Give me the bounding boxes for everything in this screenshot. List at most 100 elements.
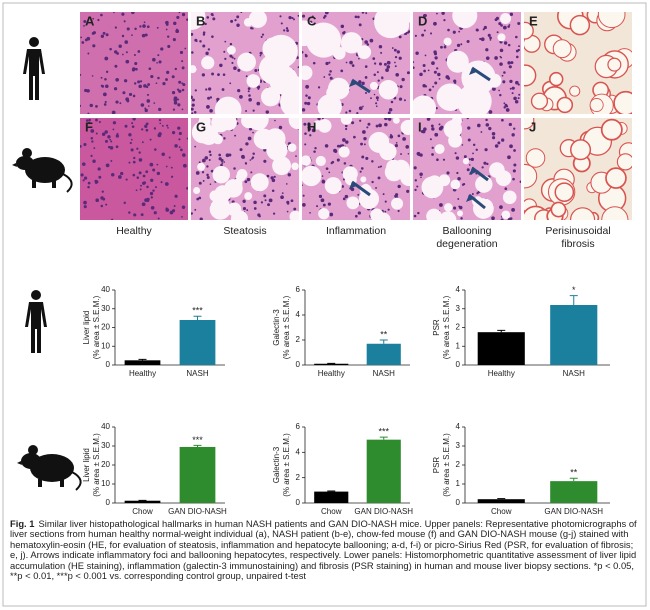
nucleus [229, 42, 233, 46]
nucleus [148, 67, 152, 71]
nucleus [511, 208, 515, 212]
bar [314, 363, 349, 365]
nucleus [340, 69, 344, 73]
nucleus [366, 43, 370, 46]
nucleus [115, 145, 119, 149]
vacuole [358, 188, 380, 210]
nucleus [132, 118, 136, 121]
nucleus [158, 60, 162, 64]
vacuole [244, 192, 253, 201]
nucleus [419, 172, 423, 176]
fat-cell [524, 163, 538, 189]
nucleus [81, 162, 86, 166]
nucleus [507, 25, 510, 28]
nucleus [503, 102, 506, 105]
nucleus [271, 189, 275, 193]
significance: *** [192, 435, 203, 445]
nucleus [361, 12, 365, 14]
nucleus [509, 79, 513, 84]
nucleus [82, 179, 85, 182]
vacuole [193, 186, 201, 195]
nucleus [129, 141, 132, 145]
nucleus [438, 123, 441, 126]
nucleus [170, 175, 174, 178]
human-icon [23, 37, 45, 100]
nucleus [167, 126, 169, 129]
nucleus [139, 80, 143, 83]
nucleus [123, 201, 126, 205]
nucleus [312, 61, 316, 65]
nucleus [431, 146, 434, 149]
nucleus [358, 106, 363, 111]
nucleus [353, 135, 356, 139]
nucleus [402, 137, 406, 141]
nucleus [173, 101, 178, 105]
nucleus [336, 144, 340, 148]
nucleus [166, 70, 170, 74]
x-tick-label: Healthy [318, 369, 345, 378]
error-bar [327, 490, 336, 492]
nucleus [485, 123, 490, 127]
y-axis-label: PSR [432, 319, 441, 336]
nucleus [195, 171, 200, 175]
nucleus [432, 85, 435, 88]
fat-cell [524, 118, 535, 130]
nucleus [153, 102, 156, 104]
nucleus [293, 207, 297, 211]
nucleus [434, 56, 438, 60]
nucleus [95, 105, 98, 108]
nucleus [181, 12, 186, 17]
nucleus [131, 122, 134, 125]
bar [550, 481, 598, 503]
nucleus [231, 56, 234, 59]
nucleus [375, 186, 377, 189]
nucleus [252, 109, 255, 112]
nucleus [209, 96, 213, 99]
vacuole [248, 12, 267, 28]
column-label: Steatosis [223, 225, 267, 237]
nucleus [446, 171, 450, 175]
nucleus [156, 171, 161, 176]
nucleus [363, 136, 367, 141]
vacuole [289, 210, 299, 220]
nucleus [268, 198, 273, 203]
panel-letter: E [529, 13, 538, 28]
nucleus [397, 184, 401, 189]
nucleus [191, 98, 195, 102]
nucleus [173, 204, 176, 207]
nucleus [134, 61, 138, 66]
nucleus [503, 41, 508, 45]
nucleus [343, 31, 346, 34]
nucleus [112, 121, 117, 125]
nucleus [513, 127, 516, 130]
nucleus [91, 75, 94, 77]
y-tick-label: 0 [106, 498, 111, 507]
nucleus [477, 123, 481, 128]
nucleus [365, 156, 369, 160]
x-tick-label: GAN DIO-NASH [544, 507, 603, 516]
y-axis-label: (% area ± S.E.M.) [442, 295, 451, 359]
nucleus [171, 131, 176, 135]
nucleus [430, 124, 434, 128]
panel-letter: G [196, 119, 206, 134]
nucleus [181, 108, 184, 111]
vacuole [369, 81, 379, 90]
nucleus [102, 92, 107, 97]
nucleus [144, 108, 148, 113]
vacuole [342, 166, 358, 182]
nucleus [383, 62, 387, 66]
nucleus [265, 110, 270, 114]
vacuole [235, 172, 246, 182]
caption-label: Fig. 1 [10, 518, 35, 529]
vacuole [400, 119, 410, 135]
vacuole [446, 50, 469, 73]
vacuole [272, 156, 291, 176]
nucleus [485, 118, 488, 122]
vacuole [226, 45, 236, 55]
nucleus [101, 132, 106, 136]
nucleus [191, 212, 193, 215]
nucleus [359, 119, 362, 122]
nucleus [149, 162, 154, 167]
x-tick-label: NASH [186, 369, 208, 378]
nucleus [140, 184, 142, 187]
